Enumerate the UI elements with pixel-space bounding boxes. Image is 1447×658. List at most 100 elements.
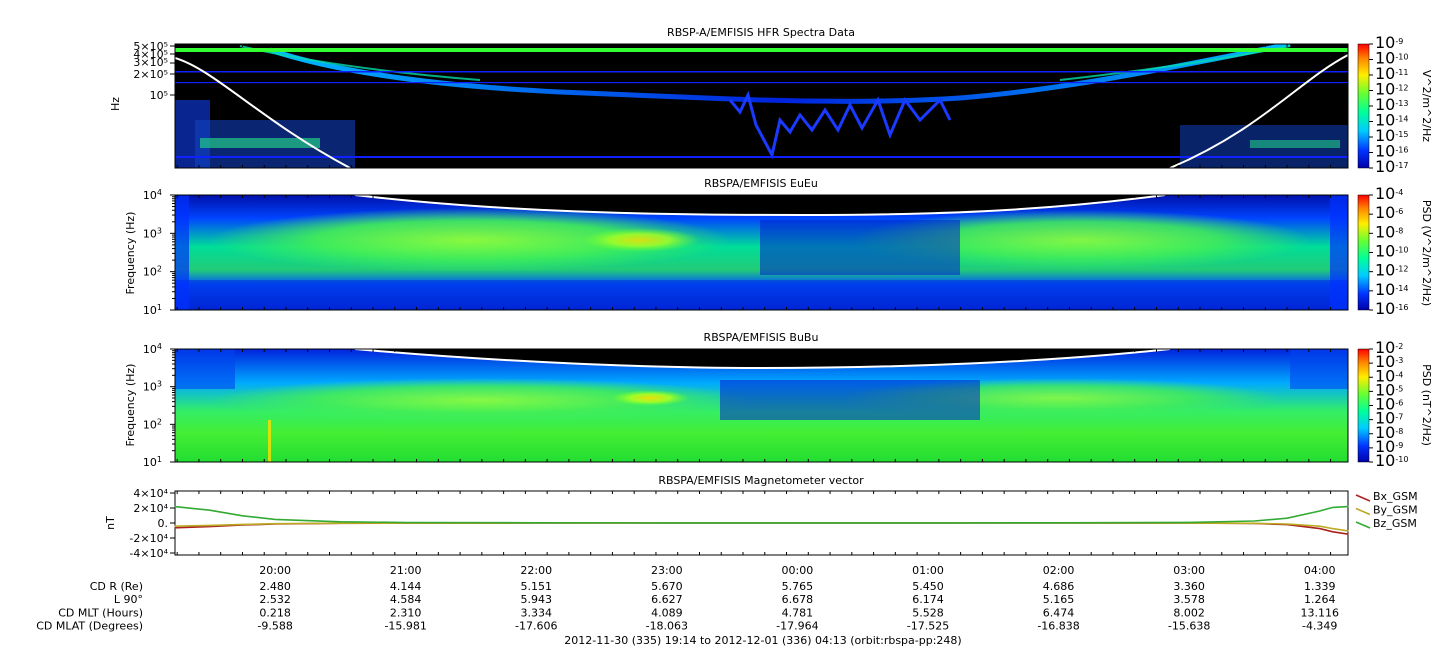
ephemeris-value: 4.686 [1043,580,1075,593]
mag-y-tick-label: -4×10⁴ [129,547,168,560]
bubu-colorbar-label: PSD (nT^2/Hz) [1420,364,1433,446]
ephemeris-value: -17.606 [515,620,557,633]
bubu-colorbar: PSD (nT^2/Hz) 10-210-310-410-510-610-710… [1357,338,1433,470]
eueu-y-label: Frequency (Hz) [124,212,137,295]
ephemeris-value: 4.144 [390,580,422,593]
ephemeris-value: 1.339 [1304,580,1336,593]
colorbar-tick-label: 10-4 [1375,366,1403,385]
y-tick-label: 103 [143,380,162,394]
ephemeris-value: 6.678 [782,593,814,606]
colorbar-tick-label: 10-10 [1375,242,1408,261]
colorbar-tick-label: 10-14 [1375,111,1408,130]
ephemeris-value: 6.627 [651,593,683,606]
time-range-footer: 2012-11-30 (335) 19:14 to 2012-12-01 (33… [564,634,961,647]
ephemeris-value: -17.525 [907,620,949,633]
ephemeris-value: -17.964 [776,620,818,633]
legend-swatch [1355,494,1371,502]
ephemeris-value: 13.116 [1300,606,1339,619]
ephemeris-value: 5.450 [912,580,944,593]
ephemeris-value: -4.349 [1302,620,1337,633]
time-tick-label: 20:00 [259,564,291,577]
eueu-colorbar-label: PSD (V^2/m^2/Hz) [1420,200,1433,306]
ephemeris-values: 2.4802.5320.218-9.5884.1444.5842.310-15.… [257,580,1339,633]
y-tick-label: 103 [143,226,162,240]
y-tick-label: 102 [143,265,162,279]
ephemeris-value: 0.218 [259,606,291,619]
colorbar-tick-label: 10-6 [1375,203,1403,222]
ephemeris-value: 1.264 [1304,593,1336,606]
ephemeris-labels: CD R (Re)L 90°CD MLT (Hours)CD MLAT (Deg… [36,580,143,633]
ephemeris-row-label: CD R (Re) [90,580,143,593]
eueu-title: RBSPA/EMFISIS EuEu [704,177,818,190]
hfr-white-trace-left [175,57,351,168]
mag-y-ticks: 4×10⁴ 2×10⁴ 0. -2×10⁴ -4×10⁴ [129,487,175,560]
ephemeris-value: 2.480 [259,580,291,593]
colorbar-tick-label: 10-15 [1375,126,1408,145]
mag-series-line [174,505,1349,524]
colorbar-tick-label: 10-9 [1375,437,1403,456]
hfr-y-tick-label: 10⁵ [150,89,168,102]
hfr-green-line-upper [175,48,1348,52]
legend-entry: By_GSM [1373,504,1418,517]
ephemeris-value: 5.528 [912,606,944,619]
ephemeris-value: 5.943 [521,593,553,606]
y-tick-label: 104 [143,342,162,356]
bubu-white-trace [354,349,1171,370]
time-tick-label: 04:00 [1304,564,1336,577]
ephemeris-value: 6.474 [1043,606,1075,619]
time-tick-label: 02:00 [1043,564,1075,577]
legend-swatch [1355,507,1371,516]
mag-y-label: nT [104,516,117,530]
ephemeris-value: -9.588 [257,620,292,633]
y-tick-label: 101 [143,455,162,469]
colorbar-tick-label: 10-2 [1375,338,1403,357]
colorbar-tick-label: 10-11 [1375,64,1408,83]
ephemeris-value: 5.670 [651,580,683,593]
hfr-y-tick-label: 3×10⁵ [133,56,168,69]
eueu-spectrogram [175,195,1348,310]
y-tick-label: 104 [143,188,162,202]
bubu-y-ticks: 101 102 103 104 [143,342,175,469]
ephemeris-value: 5.151 [521,580,553,593]
time-tick-label: 21:00 [390,564,422,577]
mag-y-tick-label: 0. [158,517,169,530]
colorbar-tick-label: 10-8 [1375,222,1403,241]
bubu-spectrogram [175,349,1348,462]
ephemeris-value: -18.063 [646,620,688,633]
ephemeris-value: 4.584 [390,593,422,606]
time-axis-ticks [176,44,1332,555]
time-tick-label: 03:00 [1173,564,1205,577]
eueu-y-ticks: 101 102 103 104 [143,188,175,317]
mag-title: RBSPA/EMFISIS Magnetometer vector [658,474,864,487]
colorbar-tick-label: 10-5 [1375,380,1403,399]
colorbar-tick-label: 10-9 [1375,33,1403,52]
time-tick-label: 01:00 [912,564,944,577]
colorbar-tick-label: 10-17 [1375,157,1408,176]
time-tick-label: 22:00 [520,564,552,577]
ephemeris-value: 2.532 [259,593,291,606]
bubu-y-label: Frequency (Hz) [124,364,137,447]
time-tick-label: 00:00 [782,564,814,577]
hfr-y-tick-label: 2×10⁵ [133,68,168,81]
colorbar-tick-label: 10-7 [1375,409,1403,428]
mag-y-tick-label: 4×10⁴ [133,487,168,500]
colorbar-tick-label: 10-8 [1375,423,1403,442]
mag-series [174,505,1349,535]
colorbar-tick-label: 10-6 [1375,395,1403,414]
legend-swatch [1355,521,1371,529]
ephemeris-value: 4.781 [782,606,814,619]
bubu-title: RBSPA/EMFISIS BuBu [704,331,819,344]
time-axis-labels: 20:00 21:00 22:00 23:00 00:00 01:00 02:00 03:00… [259,564,1335,577]
ephemeris-value: 8.002 [1173,606,1205,619]
hfr-spectrogram [175,44,1348,168]
ephemeris-value: -15.981 [384,620,426,633]
ephemeris-value: -16.838 [1037,620,1079,633]
ephemeris-value: 5.765 [782,580,814,593]
ephemeris-value: 6.174 [912,593,944,606]
hfr-y-tick-label: 4×10⁵ [133,48,168,61]
ephemeris-row-label: CD MLT (Hours) [58,606,143,619]
ephemeris-value: 3.578 [1173,593,1205,606]
colorbar-tick-label: 10-10 [1375,49,1408,68]
